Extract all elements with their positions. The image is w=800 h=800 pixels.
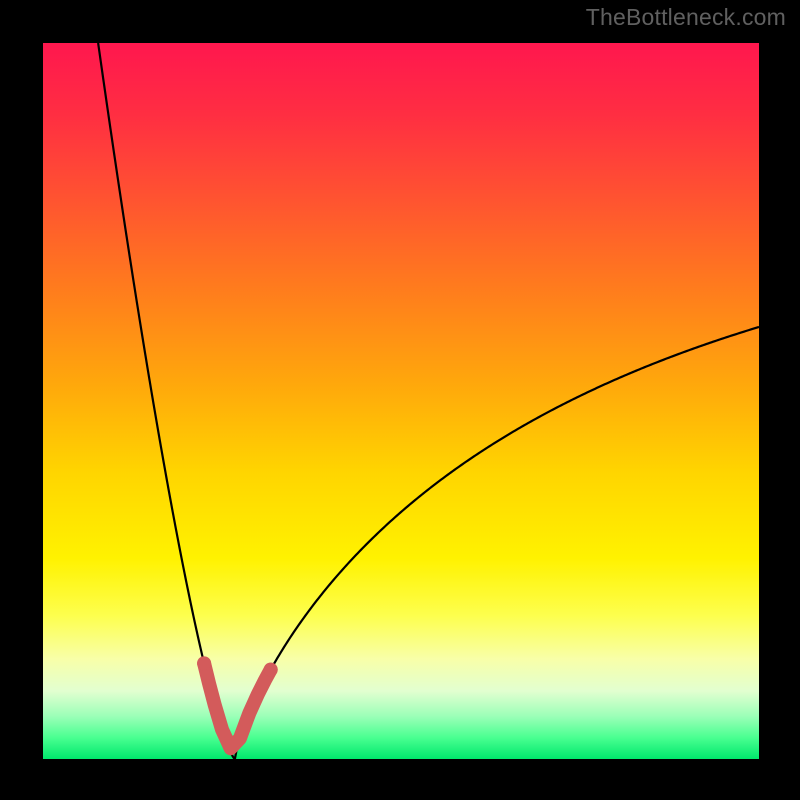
chart-svg	[43, 43, 759, 759]
chart-container: TheBottleneck.com	[0, 0, 800, 800]
highlight-end-dot	[197, 656, 211, 670]
plot-area	[43, 43, 759, 759]
watermark-text: TheBottleneck.com	[586, 4, 786, 31]
gradient-background	[43, 43, 759, 759]
highlight-end-dot	[264, 663, 278, 677]
